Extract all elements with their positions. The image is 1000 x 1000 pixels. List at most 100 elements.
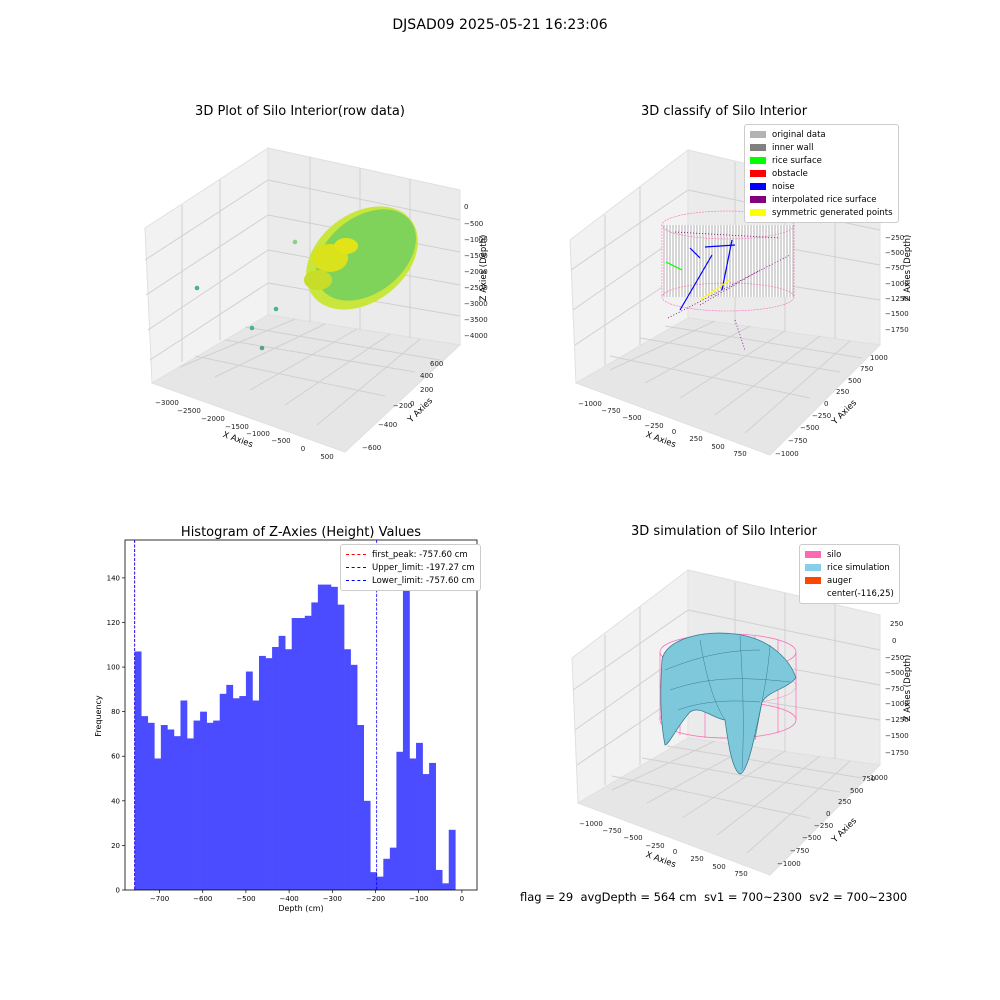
histogram-bar [226,684,234,890]
legend-swatch [750,131,766,138]
legend-item: inner wall [750,141,893,154]
legend-swatch [750,183,766,190]
panel4-legend: silo rice simulation auger center(-116,25) [799,544,900,604]
histogram-bar [370,872,378,890]
p1-ztick: −2000 [464,268,488,276]
x-tick-label: −300 [323,895,342,903]
histogram-bar [357,725,364,890]
p1-ytick: −200 [393,402,412,410]
legend-label: center(-116,25) [827,588,894,599]
legend-item: first_peak: -757.60 cm [346,548,475,561]
legend-label: rice simulation [827,562,890,573]
histogram-bar [265,658,273,890]
avg-depth-text: avgDepth = 564 cm [580,890,697,904]
histogram-bar [285,649,293,890]
p1-floor [150,314,462,453]
histogram-bar [141,716,149,890]
panel1-title: 3D Plot of Silo Interior(row data) [195,104,405,119]
legend-item: original data [750,128,893,141]
legend-item: Lower_limit: -757.60 cm [346,574,475,587]
histogram-bar [160,725,168,890]
histogram-bar [363,800,371,890]
legend-line-swatch [346,580,366,581]
p1-ztick: −3000 [464,300,488,308]
p1-ytick: 0 [410,400,414,408]
histogram-bar [167,729,175,890]
y-tick-label: 20 [111,842,120,850]
histogram-title: Histogram of Z-Axies (Height) Values [181,525,421,540]
x-tick-label: −100 [409,895,428,903]
panel2-legend: original data inner wall rice surface obsta… [744,124,899,223]
p1-ytick: 600 [430,360,443,368]
p1-xtick: 500 [320,453,333,461]
legend-swatch [750,196,766,203]
histogram-bar [154,758,162,890]
histogram-bar [416,742,423,890]
histogram-bar [337,604,345,890]
p1-xtick: −500 [271,437,290,445]
y-tick-label: 120 [107,619,120,627]
y-tick-label: 80 [111,708,120,716]
x-tick-label: −600 [193,895,212,903]
y-tick-label: 100 [107,664,120,672]
legend-label: auger [827,575,852,586]
histogram-bar [304,615,312,890]
histogram-bar [187,738,194,890]
p1-xtick: −1500 [225,423,249,431]
legend-line-swatch [346,567,366,568]
histogram-bar [442,883,450,890]
p1-xtick: −1000 [246,430,270,438]
legend-swatch [750,157,766,164]
histogram-bar [134,651,142,890]
p1-ytick: 200 [420,386,433,394]
p1-silo-points [304,206,418,310]
legend-item: rice surface [750,154,893,167]
histogram-bar [147,722,155,890]
legend-item: obstacle [750,167,893,180]
sv1-text: sv1 = 700~2300 [704,890,802,904]
histogram-bar [317,584,325,890]
legend-item: interpolated rice surface [750,193,893,206]
histogram-legend: first_peak: -757.60 cm Upper_limit: -197.… [340,544,481,591]
histogram-bar [324,584,332,890]
p1-ytick: −400 [378,421,397,429]
histogram-bar [389,847,397,890]
histogram-bar [383,858,391,890]
histogram-bar [206,722,214,890]
legend-swatch [805,590,821,597]
histogram-bar [252,700,260,890]
histogram-bar [193,720,201,890]
histogram-bar [180,700,188,890]
y-tick-label: 140 [107,574,120,582]
x-tick-label: −500 [236,895,255,903]
legend-swatch [750,209,766,216]
legend-swatch [805,577,821,584]
legend-label: inner wall [772,142,814,153]
histogram-ylabel: Frequency [94,695,103,737]
status-footer: flag = 29 avgDepth = 564 cm sv1 = 700~23… [520,890,907,904]
legend-item: noise [750,180,893,193]
histogram-bar [213,720,221,890]
legend-swatch [805,564,821,571]
histogram-bar [402,555,410,890]
p1-ytick: −600 [362,444,381,452]
flag-text: flag = 29 [520,890,574,904]
legend-label: rice surface [772,155,822,166]
panel4-title: 3D simulation of Silo Interior [631,524,817,539]
legend-label: symmetric generated points [772,207,893,218]
x-tick-label: −200 [366,895,385,903]
histogram-bar [298,618,306,890]
histogram-bar [311,602,319,890]
p1-zlabel: Z Axies (Depth) [479,235,489,302]
legend-label: obstacle [772,168,808,179]
legend-line-swatch [346,554,366,555]
p1-ztick: −1000 [464,236,488,244]
legend-label: original data [772,129,826,140]
legend-item: auger [805,574,894,587]
legend-item: Upper_limit: -197.27 cm [346,561,475,574]
sv2-text: sv2 = 700~2300 [809,890,908,904]
histogram-bar [232,698,240,890]
histogram-bar [272,647,279,890]
legend-swatch [750,170,766,177]
